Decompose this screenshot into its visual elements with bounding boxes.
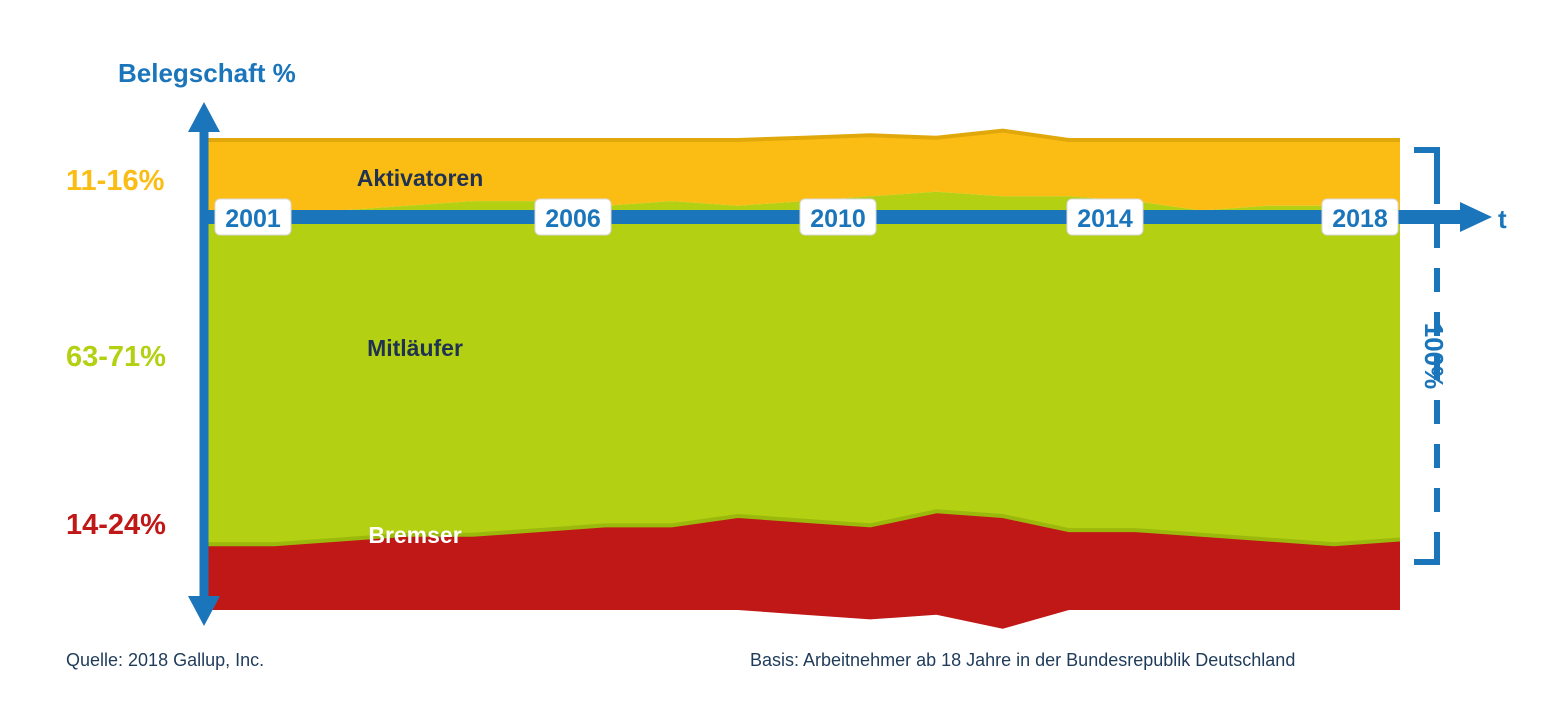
area-mitlufer bbox=[208, 191, 1400, 545]
range-label-aktivatoren: 11-16% bbox=[66, 165, 165, 197]
range-label-mitlufer: 63-71% bbox=[66, 341, 166, 373]
x-tick-label: 2001 bbox=[225, 205, 281, 233]
total-bracket bbox=[1414, 147, 1440, 565]
band-label-bremser: Bremser bbox=[368, 522, 461, 548]
x-tick-2001: 2001 bbox=[214, 198, 292, 236]
x-tick-2010: 2010 bbox=[799, 198, 877, 236]
band-edge-line bbox=[208, 509, 1401, 547]
y-axis-up-arrow-icon bbox=[188, 102, 220, 132]
area-bremser bbox=[208, 511, 1400, 629]
band-edge-line bbox=[208, 128, 1400, 142]
x-tick-label: 2010 bbox=[810, 205, 866, 233]
band-label-mitlufer: Mitläufer bbox=[367, 335, 463, 361]
total-percent-label: 100% bbox=[1419, 323, 1449, 390]
x-tick-2006: 2006 bbox=[534, 198, 612, 236]
x-tick-label: 2006 bbox=[545, 205, 601, 233]
x-tick-labels: 2001 2006 2010 2014 2018 bbox=[214, 198, 1399, 236]
x-tick-2014: 2014 bbox=[1066, 198, 1144, 236]
area-layer bbox=[208, 128, 1401, 629]
range-label-bremser: 14-24% bbox=[66, 509, 166, 541]
source-note: Quelle: 2018 Gallup, Inc. bbox=[66, 650, 264, 670]
y-axis-title: Belegschaft % bbox=[118, 58, 296, 88]
x-axis-arrow-icon bbox=[1460, 202, 1492, 232]
area-aktivatoren bbox=[208, 130, 1400, 211]
x-tick-2018: 2018 bbox=[1321, 198, 1399, 236]
x-tick-label: 2014 bbox=[1077, 205, 1133, 233]
x-tick-label: 2018 bbox=[1332, 205, 1388, 233]
band-label-aktivatoren: Aktivatoren bbox=[357, 165, 484, 191]
y-axis bbox=[188, 102, 220, 626]
x-axis-title: t bbox=[1498, 204, 1507, 234]
basis-note: Basis: Arbeitnehmer ab 18 Jahre in der B… bbox=[750, 650, 1295, 670]
y-axis-down-arrow-icon bbox=[188, 596, 220, 626]
